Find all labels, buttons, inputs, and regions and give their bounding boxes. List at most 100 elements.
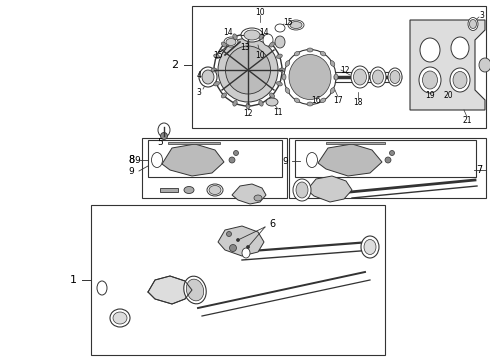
Ellipse shape (307, 48, 313, 52)
Ellipse shape (214, 34, 282, 106)
Ellipse shape (184, 276, 206, 304)
Ellipse shape (285, 61, 290, 66)
Polygon shape (307, 176, 352, 202)
Ellipse shape (279, 68, 285, 72)
Text: 13: 13 (240, 42, 250, 51)
Ellipse shape (307, 102, 313, 106)
Ellipse shape (241, 28, 263, 42)
Ellipse shape (390, 71, 400, 84)
Text: 12: 12 (340, 66, 350, 75)
Ellipse shape (246, 246, 249, 248)
Ellipse shape (294, 98, 300, 103)
Ellipse shape (259, 34, 263, 40)
Text: 9: 9 (282, 157, 288, 166)
Text: 18: 18 (353, 98, 363, 107)
Ellipse shape (211, 68, 217, 72)
Ellipse shape (226, 39, 236, 45)
Text: 7: 7 (476, 165, 482, 175)
Ellipse shape (275, 36, 285, 48)
Ellipse shape (276, 54, 282, 58)
Ellipse shape (151, 153, 163, 167)
Ellipse shape (288, 20, 304, 30)
Ellipse shape (270, 42, 274, 47)
Ellipse shape (351, 66, 369, 88)
Ellipse shape (158, 123, 170, 137)
Polygon shape (148, 276, 192, 304)
Text: 8: 8 (128, 155, 134, 165)
Ellipse shape (246, 31, 250, 37)
Text: 16: 16 (311, 95, 321, 104)
Ellipse shape (469, 19, 476, 28)
Bar (142, 138, 287, 198)
Polygon shape (326, 142, 385, 144)
Ellipse shape (290, 22, 302, 28)
Text: 21: 21 (462, 116, 472, 125)
Ellipse shape (263, 34, 273, 46)
Bar (289, 138, 486, 198)
Polygon shape (410, 20, 485, 110)
Ellipse shape (202, 70, 214, 84)
Text: 17: 17 (333, 95, 343, 104)
Polygon shape (162, 144, 224, 176)
Text: 14: 14 (223, 27, 233, 36)
Ellipse shape (233, 100, 237, 106)
Ellipse shape (266, 98, 278, 106)
Ellipse shape (285, 88, 290, 93)
Text: 8: 8 (128, 155, 134, 165)
Ellipse shape (218, 38, 278, 102)
Ellipse shape (479, 58, 490, 72)
Text: 14: 14 (259, 27, 269, 36)
Ellipse shape (276, 82, 282, 86)
Ellipse shape (234, 150, 239, 156)
Ellipse shape (246, 103, 250, 109)
Ellipse shape (161, 132, 168, 140)
Ellipse shape (237, 239, 240, 242)
Ellipse shape (113, 312, 127, 324)
Ellipse shape (221, 42, 226, 47)
Ellipse shape (97, 281, 107, 295)
Text: 9: 9 (134, 156, 140, 165)
Ellipse shape (184, 186, 194, 194)
Text: 10: 10 (255, 50, 265, 59)
Ellipse shape (364, 239, 376, 255)
Ellipse shape (293, 179, 311, 201)
Ellipse shape (307, 153, 318, 167)
Text: 11: 11 (273, 108, 283, 117)
Ellipse shape (320, 51, 326, 56)
Ellipse shape (419, 67, 441, 93)
Ellipse shape (420, 38, 440, 62)
Ellipse shape (353, 69, 367, 85)
Text: 2: 2 (172, 60, 178, 70)
Ellipse shape (221, 93, 226, 98)
Text: 15: 15 (283, 18, 293, 27)
Ellipse shape (229, 244, 237, 252)
Ellipse shape (207, 184, 223, 196)
Bar (192, 6, 486, 128)
Text: 19: 19 (425, 90, 435, 99)
Ellipse shape (370, 67, 386, 87)
Text: 6: 6 (269, 219, 275, 229)
Ellipse shape (330, 88, 335, 93)
Ellipse shape (214, 54, 220, 58)
Ellipse shape (334, 74, 338, 80)
Ellipse shape (282, 74, 286, 80)
Ellipse shape (275, 24, 285, 32)
Ellipse shape (468, 18, 478, 31)
Text: 15: 15 (213, 50, 223, 59)
Ellipse shape (294, 51, 300, 56)
Bar (295, 140, 476, 177)
Ellipse shape (244, 30, 260, 40)
Ellipse shape (372, 70, 384, 84)
Ellipse shape (390, 150, 394, 156)
Ellipse shape (233, 34, 237, 40)
Ellipse shape (361, 236, 379, 258)
Text: 12: 12 (243, 108, 253, 117)
Ellipse shape (388, 68, 402, 86)
Text: 5: 5 (157, 138, 163, 147)
Ellipse shape (224, 37, 238, 47)
Polygon shape (160, 188, 178, 192)
Ellipse shape (330, 61, 335, 66)
Text: 4: 4 (196, 71, 201, 80)
Polygon shape (168, 142, 220, 144)
Text: 1: 1 (70, 275, 76, 285)
